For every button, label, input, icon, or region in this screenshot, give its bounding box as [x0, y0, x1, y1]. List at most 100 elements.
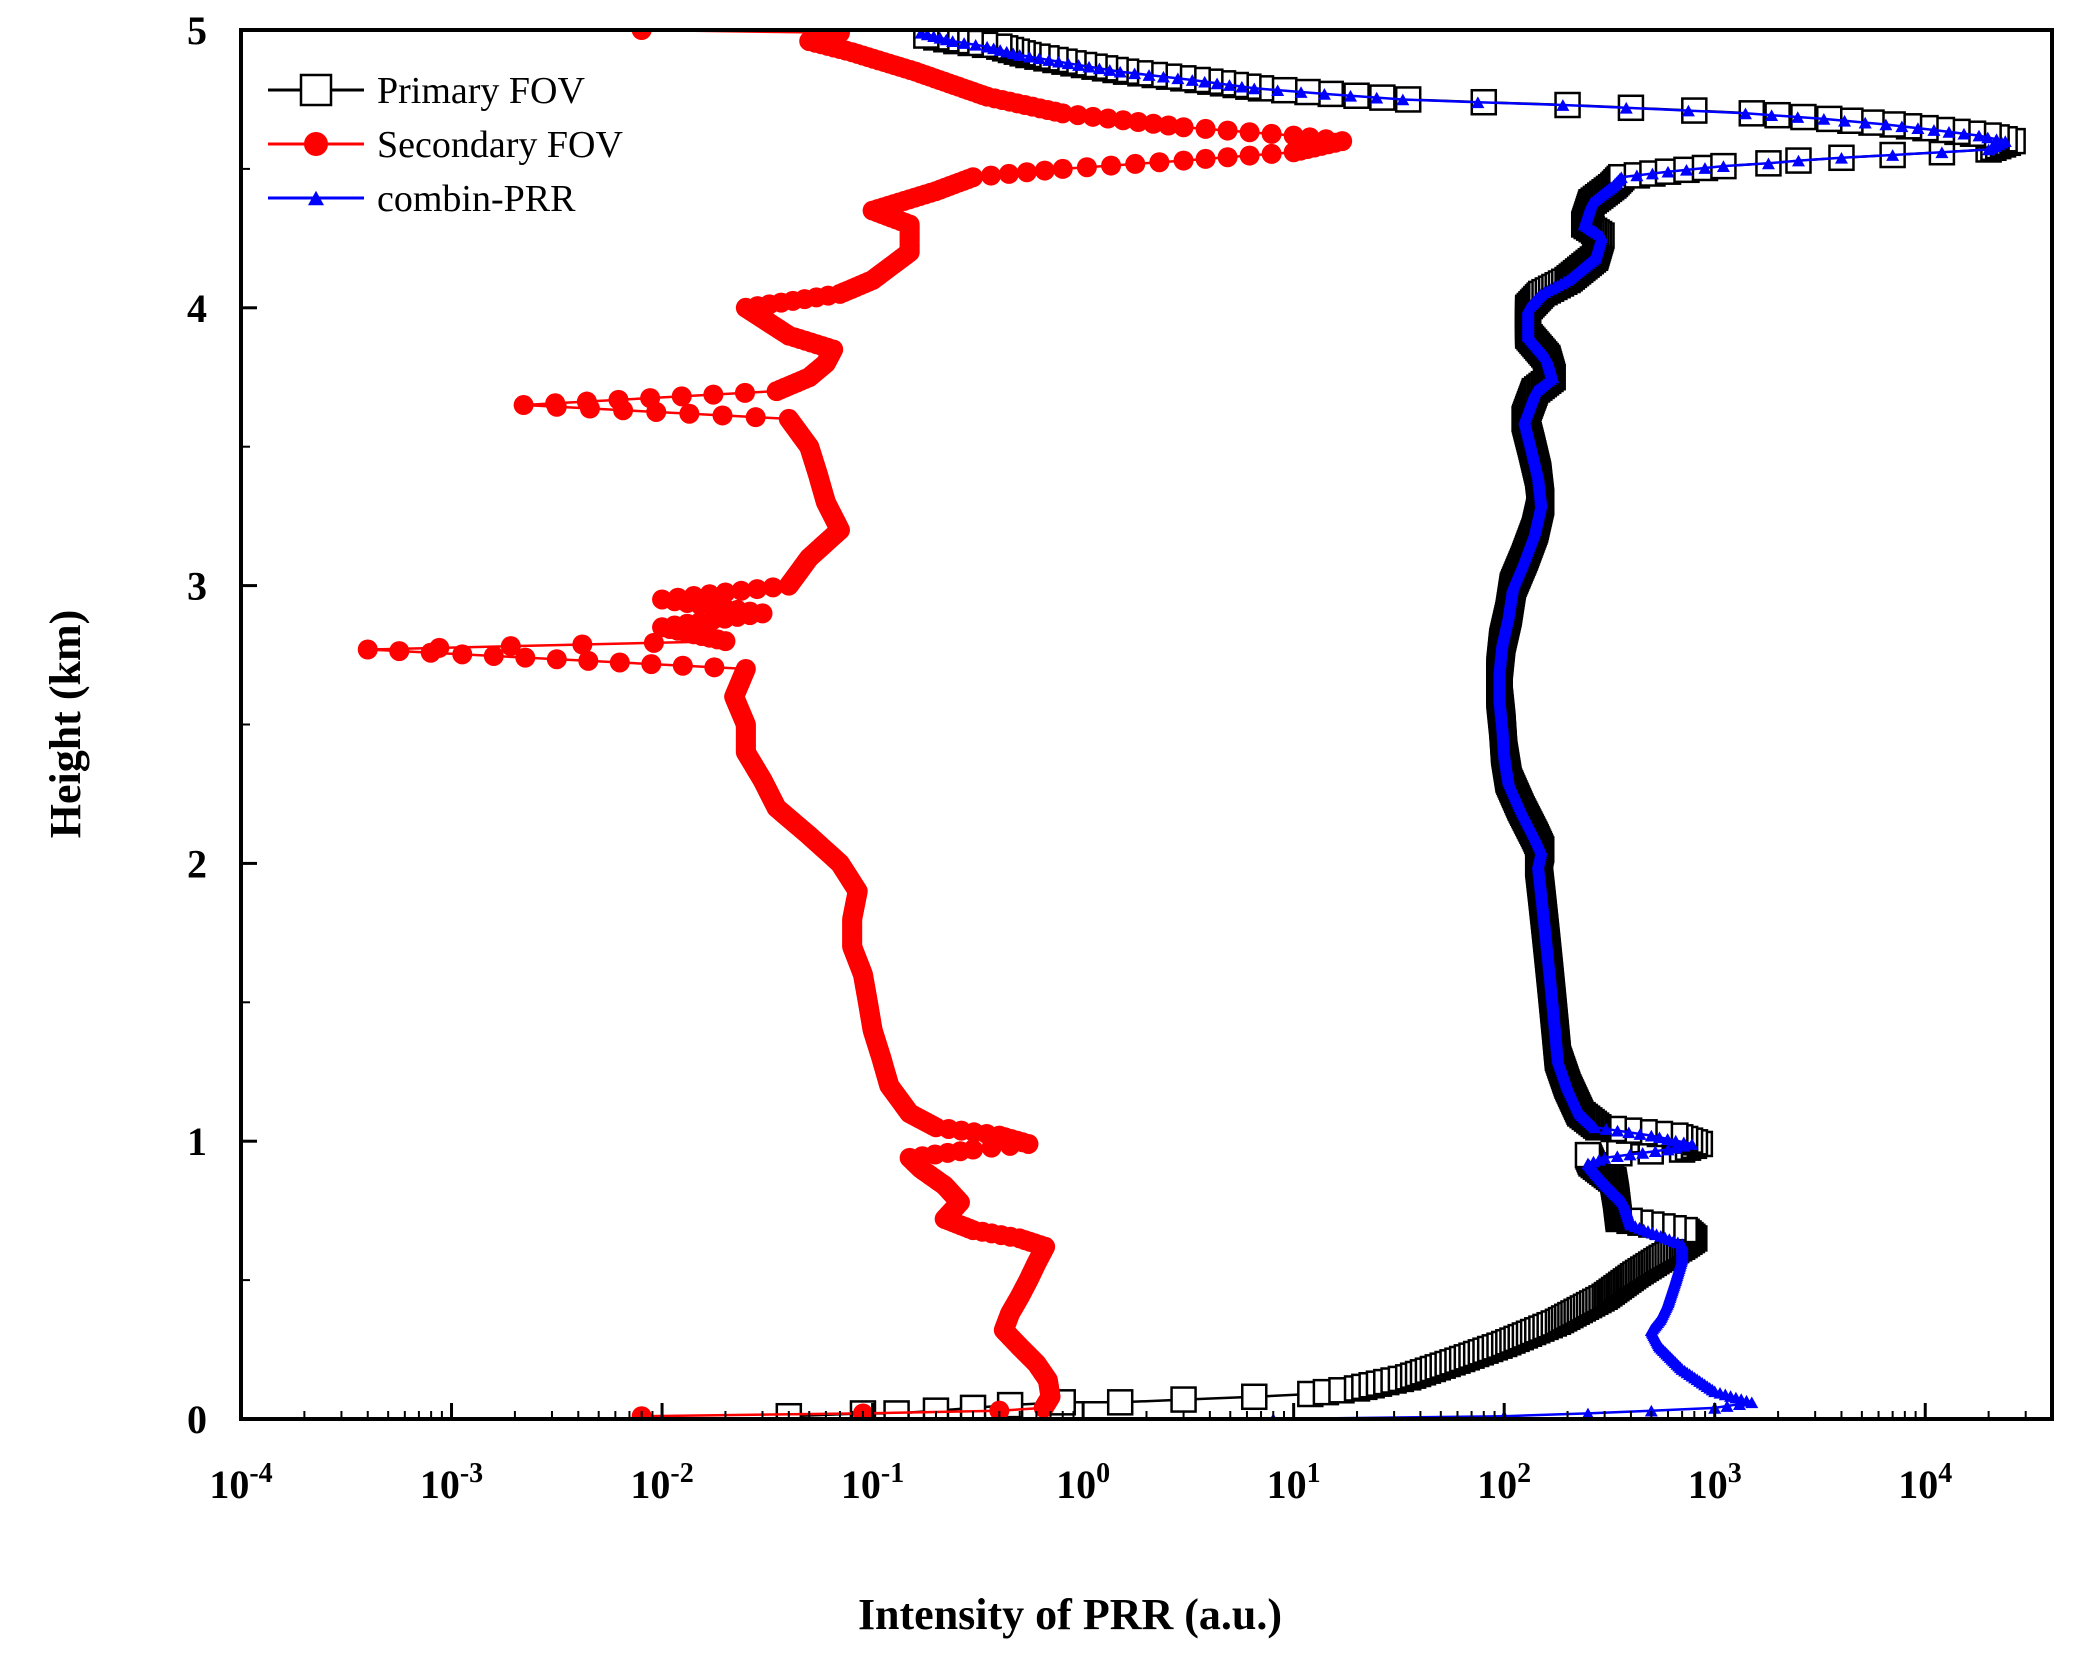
- data-point: [1935, 146, 1949, 159]
- data-point: [778, 408, 799, 429]
- y-tick-label: 1: [187, 1119, 207, 1164]
- data-point: [1598, 1152, 1612, 1164]
- data-point: [545, 393, 566, 414]
- data-point: [1838, 114, 1852, 127]
- data-point: [1942, 126, 1956, 138]
- data-point: [1103, 64, 1117, 76]
- plot-area: [239, 28, 2054, 1421]
- data-point: [1261, 143, 1282, 164]
- y-tick-label: 5: [187, 8, 207, 53]
- data-point: [1143, 113, 1164, 134]
- data-point: [483, 645, 504, 666]
- data-point: [1645, 167, 1659, 180]
- data-point: [1636, 1147, 1650, 1159]
- data-point: [1082, 60, 1096, 73]
- x-tick-label: 101: [1267, 1458, 1321, 1507]
- legend-label: Secondary FOV: [377, 124, 623, 166]
- series-layer: [357, 30, 2026, 1419]
- data-point: [1396, 93, 1410, 106]
- data-point: [704, 657, 725, 678]
- data-point: [1556, 99, 1570, 111]
- y-axis-title: Height (km): [41, 610, 90, 839]
- data-point: [1619, 101, 1633, 114]
- x-tick-label: 10-2: [630, 1458, 693, 1507]
- data-point: [1149, 152, 1170, 173]
- data-point: [1630, 169, 1644, 182]
- data-point: [1185, 74, 1199, 86]
- data-point: [578, 650, 599, 671]
- data-point: [1716, 160, 1730, 172]
- data-point: [998, 163, 1019, 184]
- data-point: [641, 654, 662, 675]
- data-point: [1052, 55, 1066, 68]
- data-point: [1283, 125, 1304, 146]
- x-tick-label: 103: [1688, 1458, 1742, 1507]
- data-point: [1315, 129, 1336, 150]
- data-point: [1644, 1404, 1658, 1417]
- data-point: [1622, 1126, 1636, 1139]
- data-point: [1061, 57, 1075, 70]
- data-point: [762, 577, 783, 598]
- data-point: [500, 636, 521, 657]
- data-point: [731, 580, 752, 601]
- y-axis: 0 1 2 3 4 5: [187, 8, 257, 1442]
- data-point: [747, 579, 768, 600]
- data-point: [452, 644, 473, 665]
- data-point: [1235, 80, 1249, 93]
- data-point: [652, 589, 673, 610]
- data-point: [672, 655, 693, 676]
- data-point: [1599, 1123, 1613, 1135]
- data-point: [1113, 110, 1134, 131]
- y-tick-label: 4: [187, 286, 207, 331]
- data-point: [1092, 62, 1106, 75]
- data-point: [1791, 154, 1805, 167]
- legend-label: Primary FOV: [377, 70, 586, 112]
- x-tick-label: 104: [1898, 1458, 1952, 1507]
- data-point: [1791, 111, 1805, 123]
- data-point: [1294, 86, 1308, 98]
- data-point: [1222, 79, 1236, 91]
- data-point: [1239, 122, 1260, 143]
- data-point: [1128, 67, 1142, 80]
- data-point: [1241, 1383, 1268, 1411]
- data-point: [1633, 1128, 1647, 1140]
- y-tick-label: 0: [187, 1397, 207, 1442]
- data-point: [389, 641, 410, 662]
- data-point: [1271, 84, 1285, 97]
- data-point: [1610, 1150, 1624, 1163]
- data-point: [1195, 118, 1216, 139]
- data-point: [735, 658, 756, 679]
- data-point: [1738, 107, 1752, 120]
- data-point: [1834, 151, 1848, 164]
- data-point: [1101, 155, 1122, 176]
- x-tick-label: 102: [1477, 1458, 1531, 1507]
- data-point: [1661, 165, 1675, 178]
- data-point: [959, 1394, 987, 1419]
- data-point: [1858, 116, 1872, 129]
- data-point: [1106, 1389, 1134, 1416]
- data-point: [1082, 106, 1103, 127]
- data-point: [1623, 1148, 1637, 1161]
- series-secondary-fov: [357, 30, 1353, 1419]
- data-point: [969, 38, 983, 51]
- data-point: [683, 586, 704, 607]
- data-point: [699, 584, 720, 605]
- data-point: [715, 582, 736, 603]
- data-point: [1171, 72, 1185, 85]
- data-point: [1911, 122, 1925, 135]
- y-tick-label: 3: [187, 564, 207, 609]
- data-point: [1076, 157, 1097, 178]
- data-point: [1644, 1129, 1658, 1142]
- data-point: [679, 403, 700, 424]
- data-point: [1173, 117, 1194, 138]
- data-point: [1022, 50, 1036, 63]
- data-point: [1370, 91, 1384, 104]
- data-point: [515, 647, 536, 668]
- data-point: [1239, 145, 1260, 166]
- data-point: [1067, 105, 1088, 126]
- data-point: [1679, 163, 1693, 176]
- data-point: [1957, 127, 1971, 140]
- data-point: [1344, 89, 1358, 102]
- data-point: [1195, 148, 1216, 169]
